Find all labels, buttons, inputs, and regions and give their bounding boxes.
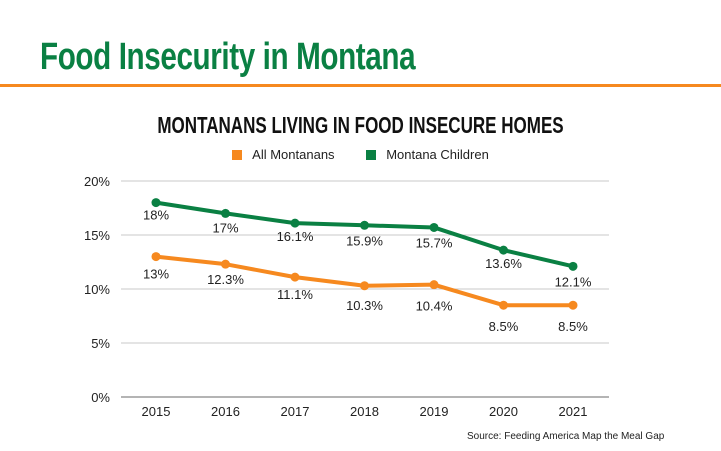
legend-swatch-montana-children [366,149,377,160]
data-label: 8.5% [558,319,588,334]
y-tick-label: 5% [91,336,110,351]
x-tick-label: 2019 [420,404,449,419]
data-label: 12.3% [207,272,244,287]
data-label: 13% [143,267,169,282]
data-point [568,300,578,310]
y-tick-label: 20% [84,174,110,189]
x-tick-label: 2017 [281,404,310,419]
chart-legend: All Montanans Montana Children [0,147,721,163]
x-tick-label: 2016 [211,404,240,419]
source-note: Source: Feeding America Map the Meal Gap [467,431,665,442]
data-label: 10.3% [346,298,383,313]
data-point [221,208,230,218]
data-point [499,245,508,255]
data-label: 15.9% [346,233,383,248]
x-tick-label: 2015 [142,404,171,419]
data-label: 16.1% [277,229,314,244]
data-point [221,259,230,269]
data-point [290,272,300,282]
data-label: 13.6% [485,256,522,271]
x-tick-label: 2018 [350,404,379,419]
chart-title: MONTANANS LIVING IN FOOD INSECURE HOMES [0,112,721,139]
data-label: 8.5% [489,319,519,334]
data-label: 18% [143,208,169,223]
data-point [290,218,300,228]
x-tick-label: 2020 [489,404,518,419]
y-tick-label: 15% [84,228,110,243]
title-divider [0,84,721,87]
legend-swatch-all-montanans [232,149,243,160]
data-point [568,261,578,271]
chart-title-text: MONTANANS LIVING IN FOOD INSECURE HOMES [157,112,564,138]
data-point [151,252,161,262]
data-point [429,222,439,232]
data-point [499,300,508,310]
x-tick-label: 2021 [559,404,588,419]
data-label: 15.7% [416,235,453,250]
data-point [151,198,161,208]
legend-item-montana-children: Montana Children [366,147,489,162]
data-label: 10.4% [416,299,453,314]
data-label: 11.1% [277,287,313,302]
data-label: 12.1% [555,274,592,289]
legend-item-all-montanans: All Montanans [232,147,335,162]
legend-label: All Montanans [252,147,335,162]
y-tick-label: 0% [91,390,110,405]
data-label: 17% [212,220,238,235]
page-title: Food Insecurity in Montana [40,36,416,78]
data-point [429,280,439,290]
data-point [360,281,369,291]
legend-label: Montana Children [386,147,489,162]
y-tick-label: 10% [84,282,110,297]
data-point [360,220,369,230]
